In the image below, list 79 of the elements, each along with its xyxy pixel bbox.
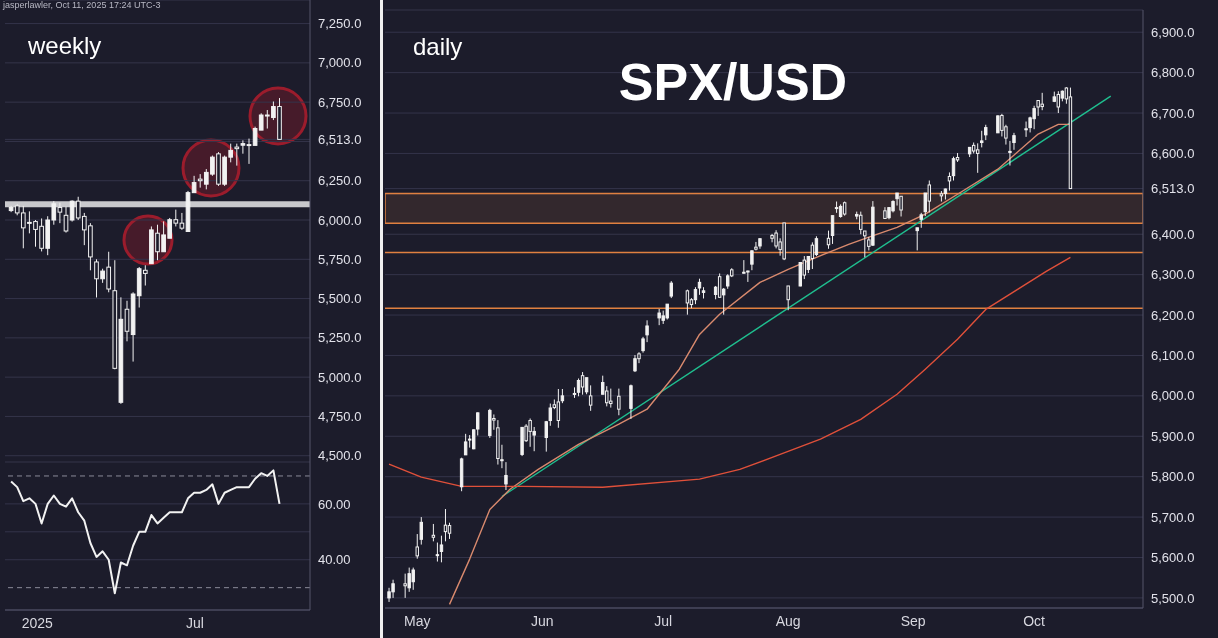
candlestick [786, 285, 790, 311]
x-tick-label: 2025 [21, 614, 54, 631]
candlestick [754, 241, 758, 251]
candlestick [391, 579, 395, 599]
line-series [448, 123, 1072, 606]
x-tick-label: Aug [775, 612, 801, 629]
candlestick [770, 233, 774, 243]
y-tick-label: 6,513.0 [318, 132, 362, 147]
y-tick-label: 6,100.0 [1151, 348, 1195, 364]
candlestick [605, 385, 609, 407]
candlestick [750, 249, 754, 271]
candlestick [548, 403, 553, 427]
candlestick [528, 418, 532, 448]
y-tick-label: 6,600.0 [1151, 146, 1195, 162]
y-tick-label: 5,750.0 [318, 251, 362, 267]
candlestick [951, 156, 956, 182]
y-tick-label: 6,300.0 [1151, 267, 1195, 283]
y-tick-label: 5,250.0 [318, 330, 362, 346]
y-tick-label: 5,700.0 [1151, 509, 1195, 525]
text: daily [413, 33, 463, 61]
candlestick [899, 195, 903, 217]
candlestick [411, 567, 415, 591]
y-tick-label: 6,513.0 [1151, 181, 1195, 197]
candlestick [246, 138, 252, 165]
y-tick-label: 6,750.0 [318, 94, 362, 110]
x-tick-label: Oct [1023, 612, 1046, 629]
y-tick-label: 6,900.0 [1151, 24, 1195, 40]
y-tick-label: 7,250.0 [318, 16, 362, 32]
x-tick-label: Jun [530, 612, 554, 629]
y-tick-label: 5,500.0 [318, 291, 362, 307]
candlestick [463, 433, 468, 456]
y-tick-label: 6,250.0 [318, 173, 362, 189]
candlestick [947, 171, 952, 192]
y-tick-label: 7,000.0 [318, 55, 362, 71]
candlestick [435, 542, 440, 563]
x-tick-label: Jul [654, 612, 673, 629]
y-tick-label: 6,800.0 [1151, 65, 1195, 81]
line-series [10, 469, 281, 595]
candlestick [895, 192, 899, 207]
candlestick [617, 388, 621, 416]
y-tick-label: 5,600.0 [1151, 550, 1195, 566]
candlestick [798, 262, 802, 287]
y-tick-label: 60.00 [318, 496, 351, 512]
candlestick [629, 384, 633, 420]
y-tick-label: 4,750.0 [318, 409, 362, 425]
candlestick [830, 215, 835, 245]
y-tick-label: 6,400.0 [1151, 226, 1195, 242]
text: weekly [28, 32, 102, 60]
x-tick-label: May [404, 612, 431, 629]
candlestick [859, 211, 863, 235]
y-tick-label: 5,500.0 [1151, 590, 1195, 606]
y-tick-label: 5,900.0 [1151, 428, 1195, 444]
y-tick-label: 6,000.0 [1151, 388, 1195, 404]
x-tick-label: Jul [186, 614, 204, 631]
candlestick [927, 180, 932, 213]
candlestick [439, 535, 444, 563]
y-tick-label: 6,200.0 [1151, 307, 1195, 323]
y-tick-label: 6,700.0 [1151, 105, 1195, 121]
y-tick-label: 4,500.0 [318, 448, 362, 464]
candlestick [915, 227, 919, 251]
y-tick-label: 5,000.0 [318, 369, 362, 385]
candlestick [814, 235, 819, 257]
candlestick [863, 230, 867, 258]
text: SPX/USD [618, 53, 848, 111]
y-tick-label: 40.00 [318, 552, 351, 568]
candlestick [504, 461, 508, 491]
candlestick [240, 139, 246, 155]
annotation: jasperlawler, Oct 11, 2025 17:24 UTC-3 [3, 0, 161, 10]
y-tick-label: 6,000.0 [318, 212, 362, 228]
candlestick [544, 420, 548, 453]
candlestick [609, 388, 613, 409]
candlestick [234, 143, 240, 167]
candlestick [403, 573, 407, 599]
line-series [388, 256, 1072, 488]
candlestick [588, 384, 593, 412]
x-tick-label: Sep [900, 612, 926, 629]
y-tick-label: 5,800.0 [1151, 469, 1195, 485]
candlestick [1024, 121, 1028, 138]
candlestick [746, 270, 750, 283]
